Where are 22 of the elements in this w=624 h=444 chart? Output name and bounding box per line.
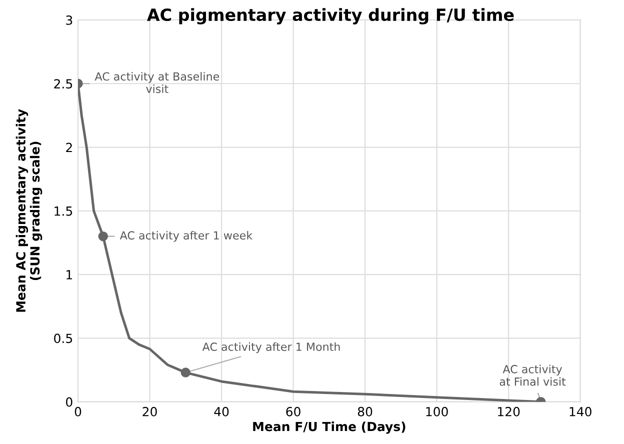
y-tick-label: 3 (66, 15, 72, 25)
x-tick-label: 120 (498, 406, 520, 416)
y-tick-label: 2 (66, 142, 72, 152)
y-tick-label: 2.5 (54, 79, 72, 89)
y-tick-label: 0 (66, 397, 72, 407)
annotation: AC activity after 1 Month (202, 342, 340, 354)
x-tick-label: 140 (570, 406, 592, 416)
x-tick-label: 60 (286, 406, 300, 416)
x-axis-title: Mean F/U Time (Days) (253, 422, 406, 434)
chart-title: AC pigmentary activity during F/U time (146, 8, 514, 24)
x-tick-label: 20 (142, 406, 157, 416)
y-axis-title: Mean AC pigmentary activity (SUN grading scale) (16, 109, 42, 312)
y-tick-label: 0.5 (54, 334, 72, 344)
x-tick-label: 40 (214, 406, 229, 416)
y-tick-label: 1 (66, 270, 72, 280)
y-tick-label: 1.5 (54, 206, 72, 216)
x-tick-label: 0 (74, 406, 82, 416)
x-tick-label: 100 (426, 406, 448, 416)
x-tick-label: 80 (358, 406, 372, 416)
annotation: AC activity at Baseline visit (94, 72, 220, 94)
annotation: AC activity after 1 week (120, 230, 253, 242)
annotation: AC activity at Final visit (500, 364, 566, 386)
